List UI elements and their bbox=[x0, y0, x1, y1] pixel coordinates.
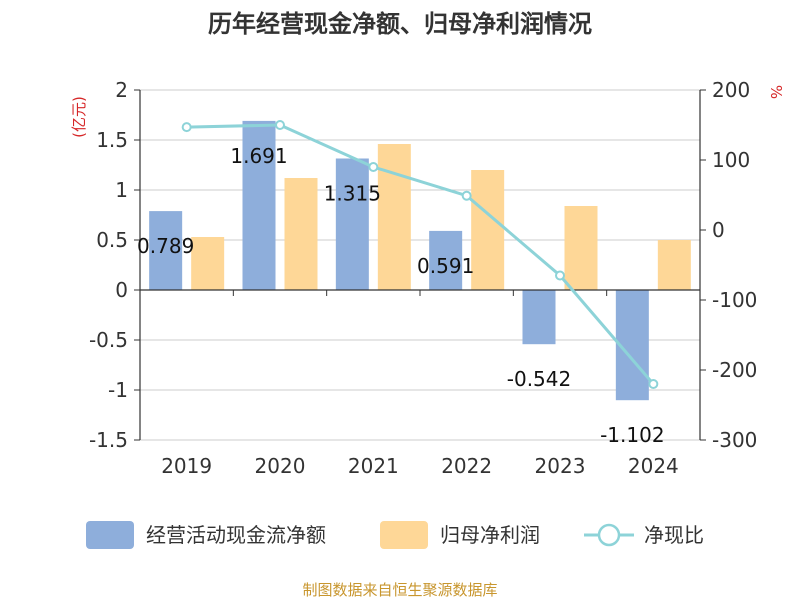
chart-title: 历年经营现金净额、归母净利润情况 bbox=[208, 10, 592, 38]
bar-netprofit bbox=[191, 237, 225, 290]
bar-netprofit bbox=[657, 240, 691, 290]
right-tick-label: 200 bbox=[712, 78, 750, 102]
bar-netprofit bbox=[284, 178, 318, 290]
bar-data-label: 1.691 bbox=[230, 144, 287, 168]
bar-netprofit bbox=[564, 206, 598, 290]
left-tick-label: 1.5 bbox=[96, 128, 128, 152]
bar-marks bbox=[149, 120, 691, 401]
left-tick-label: -1.5 bbox=[89, 428, 128, 452]
right-tick-label: 100 bbox=[712, 148, 750, 172]
category-label: 2023 bbox=[535, 454, 586, 478]
ratio-point bbox=[461, 190, 472, 201]
bar-cashflow bbox=[149, 211, 183, 290]
left-axis-unit: (亿元) bbox=[70, 96, 88, 138]
ratio-point bbox=[275, 120, 285, 130]
left-tick-label: 0 bbox=[115, 278, 128, 302]
legend-label-cashflow: 经营活动现金流净额 bbox=[146, 523, 326, 547]
legend-swatch-netprofit bbox=[380, 521, 428, 549]
bar-cashflow bbox=[522, 290, 556, 345]
legend-swatch-cashflow bbox=[86, 521, 134, 549]
bar-cashflow bbox=[335, 158, 369, 290]
category-label: 2022 bbox=[441, 454, 492, 478]
legend-swatch-ratio-point bbox=[597, 523, 621, 547]
bar-netprofit bbox=[377, 144, 411, 290]
legend-label-ratio: 净现比 bbox=[644, 523, 704, 547]
category-label: 2021 bbox=[348, 454, 399, 478]
bar-data-label: -0.542 bbox=[507, 367, 571, 391]
category-label: 2020 bbox=[255, 454, 306, 478]
axes: -1.5 -1 -0.5 0 0.5 1 1.5 2 -300 -200 -100 0 100 200 20… bbox=[89, 78, 757, 478]
bar-cashflow bbox=[429, 230, 463, 290]
right-tick-label: -300 bbox=[712, 428, 757, 452]
left-tick-label: 0.5 bbox=[96, 228, 128, 252]
left-tick-label: 2 bbox=[115, 78, 128, 102]
right-axis-unit: % bbox=[767, 85, 785, 99]
right-tick-label: 0 bbox=[712, 218, 725, 242]
ratio-line-path bbox=[186, 123, 655, 385]
source-note: 制图数据来自恒生聚源数据库 bbox=[302, 581, 497, 599]
bar-cashflow bbox=[242, 120, 276, 291]
ratio-point bbox=[368, 162, 379, 172]
gridlines bbox=[140, 89, 700, 441]
data-labels: 0.789 1.691 1.315 0.591 -0.542 -1.102 bbox=[137, 144, 665, 447]
ratio-point bbox=[648, 379, 659, 389]
left-tick-label: -1 bbox=[108, 378, 128, 402]
bar-data-label: -1.102 bbox=[600, 423, 664, 447]
ratio-line bbox=[181, 120, 659, 389]
bar-data-label: 0.789 bbox=[137, 234, 194, 258]
category-label: 2024 bbox=[628, 454, 679, 478]
ratio-point bbox=[181, 122, 192, 133]
bar-data-label: 1.315 bbox=[324, 182, 381, 206]
bar-netprofit bbox=[471, 170, 505, 290]
right-tick-label: -200 bbox=[712, 358, 757, 382]
bar-data-label: 0.591 bbox=[417, 254, 474, 278]
left-tick-label: 1 bbox=[115, 178, 128, 202]
category-label: 2019 bbox=[161, 454, 212, 478]
legend-label-netprofit: 归母净利润 bbox=[440, 523, 540, 547]
ratio-point bbox=[555, 270, 565, 281]
left-tick-label: -0.5 bbox=[89, 328, 128, 352]
legend: 经营活动现金流净额 归母净利润 净现比 bbox=[86, 521, 704, 549]
right-tick-label: -100 bbox=[712, 288, 757, 312]
